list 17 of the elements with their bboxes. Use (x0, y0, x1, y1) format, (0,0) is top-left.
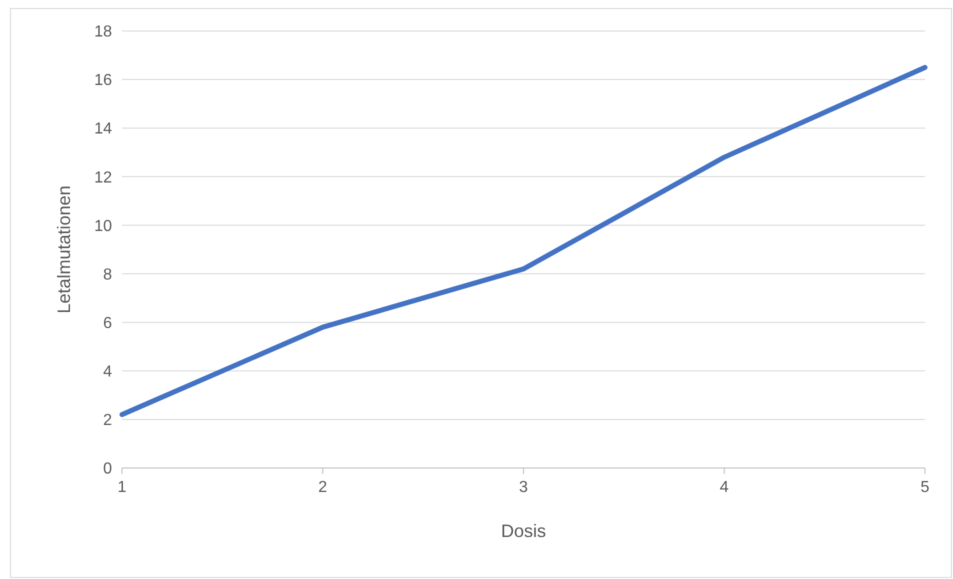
x-tick-label: 3 (519, 479, 528, 496)
x-tick-label: 2 (318, 479, 328, 496)
y-tick-label: 10 (94, 218, 112, 235)
y-tick-label: 12 (94, 169, 112, 186)
x-axis-title: Dosis (500, 521, 546, 541)
y-tick-label: 4 (103, 363, 112, 380)
y-tick-label: 6 (103, 314, 112, 332)
y-tick-label: 16 (94, 72, 112, 90)
y-tick-label: 8 (103, 266, 112, 284)
y-axis-title: Letalmutationen (54, 185, 74, 314)
x-tick-label: 1 (118, 479, 127, 496)
x-tick-label: 5 (920, 479, 930, 496)
y-tick-label: 18 (94, 24, 112, 41)
y-tick-label: 2 (103, 412, 112, 430)
y-tick-label: 0 (103, 460, 112, 478)
x-tick-label: 4 (720, 479, 729, 496)
y-tick-label: 14 (94, 120, 112, 138)
